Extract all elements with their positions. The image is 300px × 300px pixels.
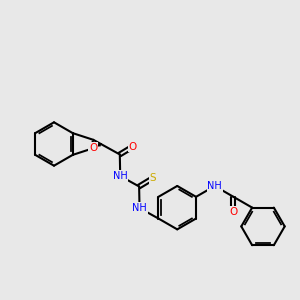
Text: O: O [229,207,238,217]
Text: O: O [129,142,137,152]
Text: S: S [150,173,156,183]
Text: NH: NH [113,171,128,181]
Text: O: O [89,143,98,153]
Text: NH: NH [132,203,147,213]
Text: NH: NH [207,181,222,191]
